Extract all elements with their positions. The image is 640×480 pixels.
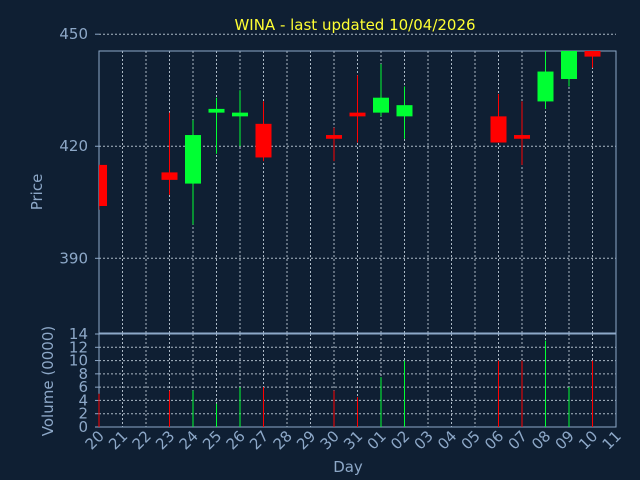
x-axis-label: Day bbox=[333, 458, 363, 476]
x-tick-label: 09 bbox=[552, 427, 578, 453]
x-tick-label: 10 bbox=[575, 427, 601, 453]
x-tick-label: 28 bbox=[270, 427, 296, 453]
volume-axis-label: Volume (0000) bbox=[39, 326, 57, 436]
candle-body bbox=[490, 116, 507, 143]
x-tick-label: 24 bbox=[176, 427, 202, 453]
candle-body bbox=[373, 97, 389, 113]
volume-tick-label: 2 bbox=[78, 405, 88, 423]
x-tick-label: 22 bbox=[129, 427, 155, 453]
candle-body bbox=[255, 123, 272, 158]
chart-title: WINA - last updated 10/04/2026 bbox=[234, 16, 475, 34]
x-tick-label: 04 bbox=[434, 427, 460, 453]
candle-body bbox=[584, 51, 601, 57]
candle-body bbox=[561, 51, 577, 80]
candle-body bbox=[208, 108, 225, 113]
volume-tick-label: 14 bbox=[69, 325, 88, 343]
candle-body bbox=[349, 112, 366, 117]
x-tick-label: 25 bbox=[199, 427, 225, 453]
price-tick-label: 450 bbox=[59, 25, 88, 43]
volume-tick-label: 6 bbox=[78, 378, 88, 396]
x-tick-label: 08 bbox=[528, 427, 554, 453]
price-tick-label: 420 bbox=[59, 137, 88, 155]
volume-bars bbox=[98, 340, 593, 427]
x-tick-label: 31 bbox=[340, 427, 366, 453]
candle-body bbox=[161, 172, 178, 180]
x-tick-label: 30 bbox=[317, 427, 343, 453]
x-tick-label: 11 bbox=[599, 427, 625, 453]
volume-tick-label: 4 bbox=[78, 391, 88, 409]
price-grid bbox=[99, 33, 616, 333]
candle-body bbox=[396, 105, 413, 117]
volume-tick-label: 8 bbox=[78, 365, 88, 383]
candle-body bbox=[514, 135, 530, 139]
x-tick-label: 23 bbox=[152, 427, 178, 453]
x-tick-label: 26 bbox=[223, 427, 249, 453]
x-tick-label: 29 bbox=[293, 427, 319, 453]
candle-body bbox=[232, 112, 248, 117]
price-tick-label: 390 bbox=[59, 249, 88, 267]
price-axis-ticks: 390420450480 bbox=[59, 25, 99, 267]
x-tick-label: 07 bbox=[505, 427, 531, 453]
candle-body bbox=[185, 135, 201, 184]
x-tick-label: 02 bbox=[387, 427, 413, 453]
volume-tick-label: 10 bbox=[69, 352, 88, 370]
price-axis-label: Price bbox=[28, 174, 46, 211]
x-tick-label: 27 bbox=[246, 427, 272, 453]
x-tick-label: 06 bbox=[481, 427, 507, 453]
day-axis-ticks: 2021222324252627282930310102030405060708… bbox=[82, 427, 625, 453]
x-tick-label: 01 bbox=[364, 427, 390, 453]
x-tick-label: 03 bbox=[411, 427, 437, 453]
volume-tick-label: 12 bbox=[69, 338, 88, 356]
volume-tick-label: 0 bbox=[78, 418, 88, 436]
candle-body bbox=[537, 71, 554, 102]
x-tick-label: 05 bbox=[458, 427, 484, 453]
candle-body bbox=[99, 164, 107, 207]
x-tick-label: 21 bbox=[105, 427, 131, 453]
candle-body bbox=[326, 135, 342, 139]
candles bbox=[99, 51, 601, 225]
